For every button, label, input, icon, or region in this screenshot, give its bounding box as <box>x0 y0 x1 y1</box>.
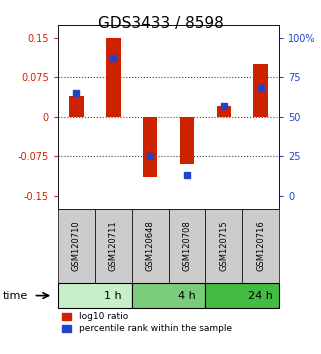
Bar <box>106 38 120 117</box>
Text: 1 h: 1 h <box>104 291 122 301</box>
Bar <box>179 117 194 164</box>
Bar <box>253 64 268 117</box>
Text: GSM120710: GSM120710 <box>72 221 81 272</box>
FancyBboxPatch shape <box>58 209 95 283</box>
Text: 4 h: 4 h <box>178 291 196 301</box>
Bar <box>216 106 231 117</box>
FancyBboxPatch shape <box>169 209 205 283</box>
FancyBboxPatch shape <box>205 209 242 283</box>
FancyBboxPatch shape <box>132 283 205 308</box>
FancyBboxPatch shape <box>205 283 279 308</box>
Text: 24 h: 24 h <box>248 291 273 301</box>
Legend: log10 ratio, percentile rank within the sample: log10 ratio, percentile rank within the … <box>62 313 232 333</box>
Text: GSM120648: GSM120648 <box>145 221 155 272</box>
Text: GSM120716: GSM120716 <box>256 221 265 272</box>
Bar <box>69 96 83 117</box>
FancyBboxPatch shape <box>242 209 279 283</box>
FancyBboxPatch shape <box>58 283 132 308</box>
Text: time: time <box>3 291 29 301</box>
FancyBboxPatch shape <box>132 209 169 283</box>
Text: GDS3433 / 8598: GDS3433 / 8598 <box>98 16 223 31</box>
Bar <box>143 117 157 177</box>
Text: GSM120708: GSM120708 <box>182 221 192 272</box>
FancyBboxPatch shape <box>95 209 132 283</box>
Text: GSM120711: GSM120711 <box>108 221 118 272</box>
Text: GSM120715: GSM120715 <box>219 221 229 272</box>
